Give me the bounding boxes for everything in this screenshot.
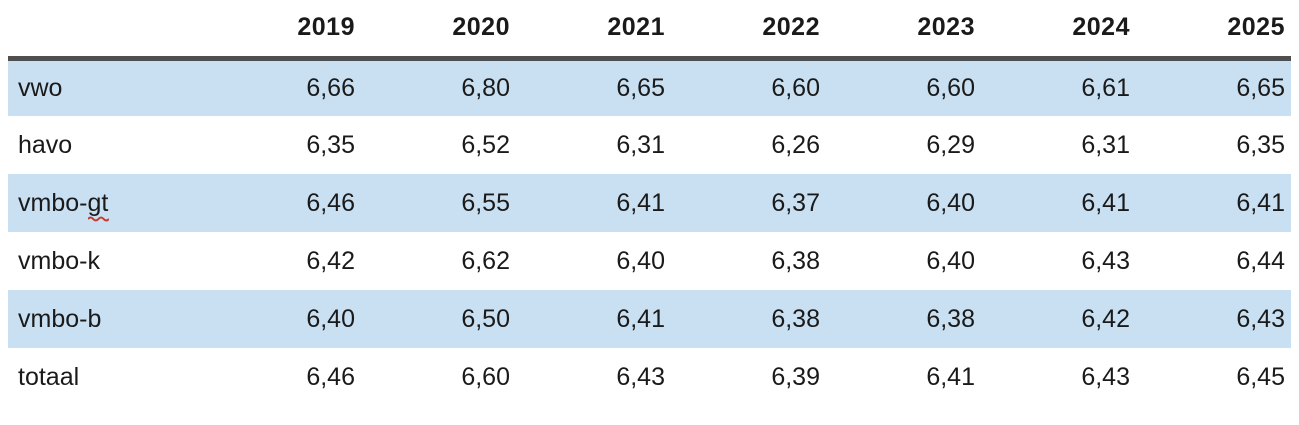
table-row-vmbo-gt: vmbo-gt 6,46 6,55 6,41 6,37 6,40 6,41 6,… — [8, 174, 1291, 232]
table-cell: 6,46 — [306, 188, 355, 217]
row-label-vwo: vwo — [18, 73, 63, 102]
row-label-havo: havo — [18, 130, 73, 159]
table-cell: 6,61 — [1081, 73, 1130, 102]
grades-table-page: 2019 2020 2021 2022 2023 2024 2025 vwo 6… — [8, 0, 1291, 406]
table-cell: 6,38 — [926, 304, 975, 333]
table-cell: 6,65 — [1236, 73, 1285, 102]
table-cell: 6,35 — [306, 130, 355, 159]
table-cell: 6,60 — [926, 73, 975, 102]
empty-header-cell — [8, 0, 206, 61]
table-cell: 6,41 — [926, 362, 975, 391]
table-cell: 6,29 — [926, 130, 975, 159]
table-cell: 6,39 — [771, 362, 820, 391]
table-cell: 6,65 — [616, 73, 665, 102]
row-label-suffix: gt — [87, 188, 109, 217]
table-cell: 6,80 — [461, 73, 510, 102]
table-cell: 6,44 — [1236, 246, 1285, 275]
table-row-vmbo-b: vmbo-b 6,40 6,50 6,41 6,38 6,38 6,42 6,4… — [8, 290, 1291, 348]
table-cell: 6,43 — [1236, 304, 1285, 333]
year-header-2024: 2024 — [981, 0, 1136, 61]
header-row: 2019 2020 2021 2022 2023 2024 2025 — [8, 0, 1291, 61]
table-cell: 6,60 — [771, 73, 820, 102]
table-cell: 6,43 — [616, 362, 665, 391]
table-cell: 6,37 — [771, 188, 820, 217]
table-row-havo: havo 6,35 6,52 6,31 6,26 6,29 6,31 6,35 — [8, 116, 1291, 174]
table-cell: 6,31 — [616, 130, 665, 159]
table-cell: 6,40 — [926, 246, 975, 275]
table-cell: 6,55 — [461, 188, 510, 217]
table-cell: 6,41 — [616, 304, 665, 333]
table-cell: 6,52 — [461, 130, 510, 159]
table-cell: 6,40 — [306, 304, 355, 333]
table-cell: 6,62 — [461, 246, 510, 275]
table-cell: 6,26 — [771, 130, 820, 159]
year-header-2020: 2020 — [361, 0, 516, 61]
table-cell: 6,43 — [1081, 362, 1130, 391]
row-label-vmbo-gt: vmbo-gt — [8, 174, 206, 232]
row-label-totaal: totaal — [18, 362, 80, 391]
year-header-2025: 2025 — [1136, 0, 1291, 61]
table-cell: 6,60 — [461, 362, 510, 391]
table-cell: 6,46 — [306, 362, 355, 391]
table-cell: 6,50 — [461, 304, 510, 333]
row-label-vmbo-k: vmbo-k — [18, 246, 100, 275]
table-cell: 6,38 — [771, 246, 820, 275]
table-row-vwo: vwo 6,66 6,80 6,65 6,60 6,60 6,61 6,65 — [8, 58, 1291, 116]
year-header-2022: 2022 — [671, 0, 826, 61]
year-header-2021: 2021 — [516, 0, 671, 61]
year-header-2023: 2023 — [826, 0, 981, 61]
table-cell: 6,45 — [1236, 362, 1285, 391]
table-cell: 6,40 — [616, 246, 665, 275]
table-cell: 6,40 — [926, 188, 975, 217]
table-cell: 6,43 — [1081, 246, 1130, 275]
spellcheck-squiggle-icon — [88, 216, 110, 221]
row-label-prefix: vmbo- — [18, 188, 88, 217]
table-cell: 6,42 — [1081, 304, 1130, 333]
year-header-2019: 2019 — [206, 0, 361, 61]
row-label-vmbo-b: vmbo-b — [18, 304, 102, 333]
table-cell: 6,41 — [616, 188, 665, 217]
table-row-totaal: totaal 6,46 6,60 6,43 6,39 6,41 6,43 6,4… — [8, 348, 1291, 406]
table-cell: 6,35 — [1236, 130, 1285, 159]
exam-grades-table: 2019 2020 2021 2022 2023 2024 2025 vwo 6… — [8, 0, 1291, 406]
table-cell: 6,41 — [1081, 188, 1130, 217]
table-cell: 6,31 — [1081, 130, 1130, 159]
table-cell: 6,41 — [1236, 188, 1285, 217]
table-cell: 6,38 — [771, 304, 820, 333]
table-row-vmbo-k: vmbo-k 6,42 6,62 6,40 6,38 6,40 6,43 6,4… — [8, 232, 1291, 290]
table-cell: 6,42 — [306, 246, 355, 275]
misspelled-word: gt — [87, 188, 110, 221]
table-cell: 6,66 — [306, 73, 355, 102]
